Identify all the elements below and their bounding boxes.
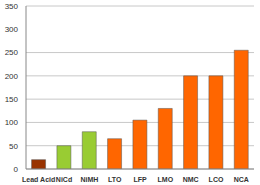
svg-text:350: 350 bbox=[8, 2, 19, 11]
svg-text:NMC: NMC bbox=[183, 176, 199, 183]
svg-text:LMO: LMO bbox=[158, 176, 174, 183]
svg-text:100: 100 bbox=[8, 118, 19, 127]
svg-text:NCA: NCA bbox=[234, 176, 249, 183]
svg-text:300: 300 bbox=[8, 25, 19, 34]
svg-text:0: 0 bbox=[14, 165, 19, 174]
svg-text:200: 200 bbox=[8, 72, 19, 81]
svg-text:Lead Acid: Lead Acid bbox=[22, 176, 55, 183]
svg-text:NiMH: NiMH bbox=[80, 176, 98, 183]
svg-text:LFP: LFP bbox=[133, 176, 147, 183]
svg-text:LTO: LTO bbox=[108, 176, 122, 183]
svg-text:150: 150 bbox=[8, 95, 19, 104]
svg-text:250: 250 bbox=[8, 48, 19, 57]
svg-text:NiCd: NiCd bbox=[56, 176, 72, 183]
svg-text:LCO: LCO bbox=[209, 176, 224, 183]
svg-text:50: 50 bbox=[9, 142, 18, 151]
